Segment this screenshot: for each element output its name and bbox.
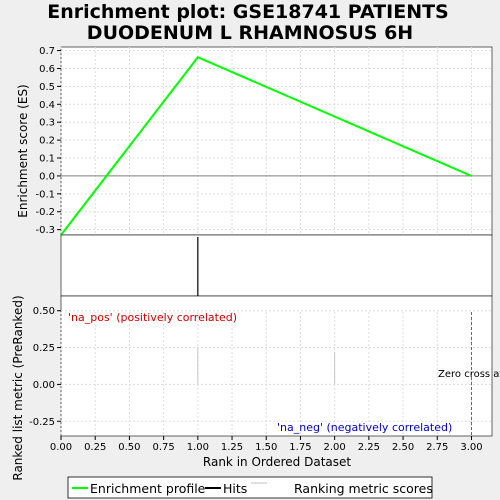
x-tick-label: 0.00 [50, 442, 72, 453]
x-tick-label: 2.00 [324, 442, 346, 453]
es-tick-label: 0.2 [39, 136, 55, 147]
x-tick-label: 0.25 [84, 442, 106, 453]
metric-axis-label: Ranked list metric (PreRanked) [11, 295, 25, 480]
metric-tick-label: 0.25 [33, 343, 55, 354]
es-tick-label: 0.6 [39, 64, 55, 75]
x-tick-label: 2.25 [358, 442, 380, 453]
hits-area [60, 234, 493, 297]
es-tick-label: 0.0 [39, 171, 55, 182]
pos-correlation-label: 'na_pos' (positively correlated) [68, 311, 237, 324]
metric-tick-label: 0.00 [33, 380, 55, 391]
x-tick-label: 0.50 [118, 442, 140, 453]
es-tick-label: 0.1 [39, 154, 55, 165]
x-tick-label: 1.75 [289, 442, 311, 453]
x-tick-label: 0.75 [152, 442, 174, 453]
x-tick-label: 1.00 [187, 442, 209, 453]
metric-tick-label: -0.25 [29, 417, 55, 428]
x-tick-label: 2.75 [426, 442, 448, 453]
x-tick-label: 1.50 [255, 442, 277, 453]
legend-ranking-label: Ranking metric scores [294, 481, 433, 496]
x-tick-label: 3.00 [460, 442, 482, 453]
es-tick-label: -0.2 [35, 207, 55, 218]
es-axis-label: Enrichment score (ES) [16, 84, 30, 217]
legend-enrichment-label: Enrichment profile [90, 481, 206, 496]
es-plot-area [60, 46, 493, 236]
es-tick-label: 0.3 [39, 118, 55, 129]
chart-title-line1: Enrichment plot: GSE18741 PATIENTS [47, 1, 449, 23]
zero-cross-label: Zero cross at 3 [438, 369, 500, 380]
es-tick-label: 0.5 [39, 82, 55, 93]
es-tick-label: -0.3 [35, 225, 55, 236]
legend-hits-label: Hits [223, 481, 247, 496]
neg-correlation-label: 'na_neg' (negatively correlated) [277, 421, 452, 434]
enrichment-profile-line [60, 55, 472, 236]
legend-box [67, 476, 433, 499]
x-tick-label: 2.50 [392, 442, 414, 453]
x-tick-label: 1.25 [221, 442, 243, 453]
metric-plot-area [60, 295, 493, 437]
x-axis-label: Rank in Ordered Dataset [203, 455, 351, 469]
metric-tick-label: 0.50 [33, 306, 55, 317]
es-tick-label: -0.1 [35, 189, 55, 200]
es-tick-label: 0.7 [39, 46, 55, 57]
chart-title-line2: DUODENUM L RHAMNOSUS 6H [87, 22, 413, 44]
es-tick-label: 0.4 [39, 100, 55, 111]
